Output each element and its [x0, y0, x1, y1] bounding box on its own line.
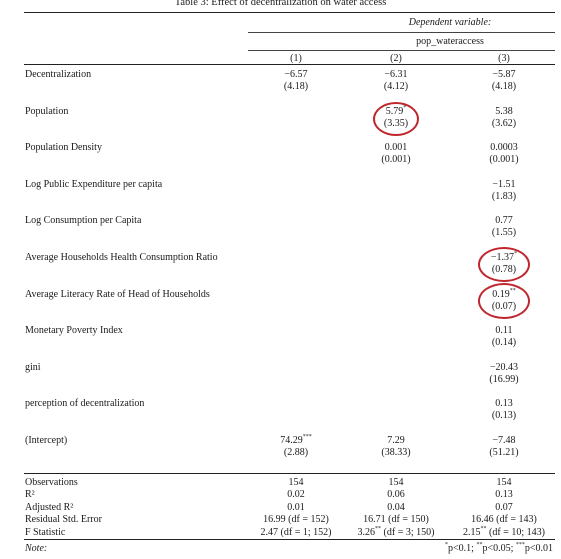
stat-value: 0.01 — [287, 501, 305, 513]
std-error-cell: (4.12) — [383, 81, 409, 92]
row-label: (Intercept) — [25, 435, 68, 446]
stat-value: 16.99 (df = 152) — [263, 514, 329, 526]
dependent-variable-label: Dependent variable: — [408, 17, 492, 28]
highlight-circle-health-col3 — [478, 247, 530, 282]
std-error-cell: (51.21) — [489, 447, 519, 458]
stat-label: F Statistic — [25, 526, 66, 538]
coefficient-cell: 5.38 — [495, 105, 513, 117]
std-error-cell: (0.13) — [491, 410, 517, 422]
row-label: Average Literacy Rate of Head of Househo… — [25, 288, 210, 300]
coefficient-cell: −1.51 — [492, 178, 516, 190]
row-label: Average Households Health Consumption Ra… — [25, 252, 218, 263]
stat-value: 154 — [496, 477, 512, 488]
row-label: Log Public Expenditure per capita — [25, 178, 163, 190]
coefficient-cell: −7.48 — [492, 435, 516, 446]
column-header: (1) — [290, 53, 302, 64]
coefficient-cell: 0.11 — [495, 325, 513, 337]
coefficient-cell: 7.29 — [387, 435, 405, 446]
bottom-rule — [24, 539, 555, 540]
dependent-variable-name: pop_wateraccess — [416, 36, 484, 47]
std-error-cell: (3.62) — [491, 117, 517, 129]
table-title: Table 3: Effect of decentralization on w… — [174, 0, 387, 8]
coefficient-cell: −6.31 — [384, 69, 408, 80]
header-bottom-rule — [24, 64, 555, 65]
stats-rule — [24, 473, 555, 474]
stat-label: Residual Std. Error — [25, 514, 102, 526]
stat-value: 154 — [388, 477, 404, 488]
coefficient-cell: 0.13 — [495, 398, 513, 410]
top-rule — [24, 12, 555, 13]
std-error-cell: (4.18) — [491, 81, 517, 92]
highlight-circle-population-col2 — [373, 102, 419, 136]
header-rule-2 — [248, 50, 555, 51]
row-label: Monetary Poverty Index — [25, 325, 123, 337]
std-error-cell: (16.99) — [489, 373, 519, 385]
coefficient-cell: −5.87 — [492, 69, 516, 80]
stat-value: 2.47 (df = 1; 152) — [260, 526, 332, 538]
coefficient-cell: −6.57 — [284, 69, 308, 80]
coefficient-cell: 0.0003 — [490, 142, 518, 154]
note-label: Note: — [25, 543, 48, 554]
coefficient-cell: −20.43 — [489, 361, 519, 373]
stat-label: Observations — [25, 477, 78, 488]
header-rule-1 — [248, 32, 555, 33]
std-error-cell: (38.33) — [381, 447, 411, 458]
coefficient-cell: 0.77 — [495, 215, 513, 227]
row-label: Population Density — [25, 142, 102, 154]
highlight-circle-literacy-col3 — [478, 283, 530, 319]
stat-value: 0.13 — [495, 489, 513, 501]
stat-value: 0.04 — [387, 501, 405, 513]
stat-value: 16.46 (df = 143) — [471, 514, 537, 526]
stat-value: 0.02 — [287, 489, 305, 501]
row-label: perception of decentralization — [25, 398, 145, 410]
row-label: Log Consumption per Capita — [25, 215, 142, 227]
std-error-cell: (0.001) — [381, 154, 411, 166]
row-label: Population — [25, 105, 69, 117]
stat-label: Adjusted R² — [25, 501, 74, 513]
stat-value: 16.71 (df = 150) — [363, 514, 429, 526]
stat-value: 154 — [288, 477, 304, 488]
stat-label: R² — [25, 489, 35, 501]
stat-value: 0.06 — [387, 489, 405, 501]
std-error-cell: (4.18) — [283, 81, 309, 92]
coefficient-cell: 0.001 — [384, 142, 408, 154]
std-error-cell: (1.83) — [491, 190, 517, 202]
stat-value: 0.07 — [495, 501, 513, 513]
coefficient-cell: 74.29*** — [280, 434, 312, 446]
significance-note: *p<0.1; **p<0.05; ***p<0.01 — [445, 542, 553, 554]
column-header: (3) — [498, 53, 510, 64]
row-label: Decentralization — [25, 69, 92, 80]
row-label: gini — [25, 361, 41, 373]
column-header: (2) — [390, 53, 402, 64]
stat-value: 3.26** (df = 3; 150) — [357, 525, 435, 538]
std-error-cell: (0.14) — [491, 337, 517, 349]
std-error-cell: (1.55) — [491, 227, 517, 239]
stat-value: 2.15** (df = 10; 143) — [463, 525, 545, 538]
std-error-cell: (2.88) — [283, 447, 309, 458]
std-error-cell: (0.001) — [489, 154, 519, 166]
